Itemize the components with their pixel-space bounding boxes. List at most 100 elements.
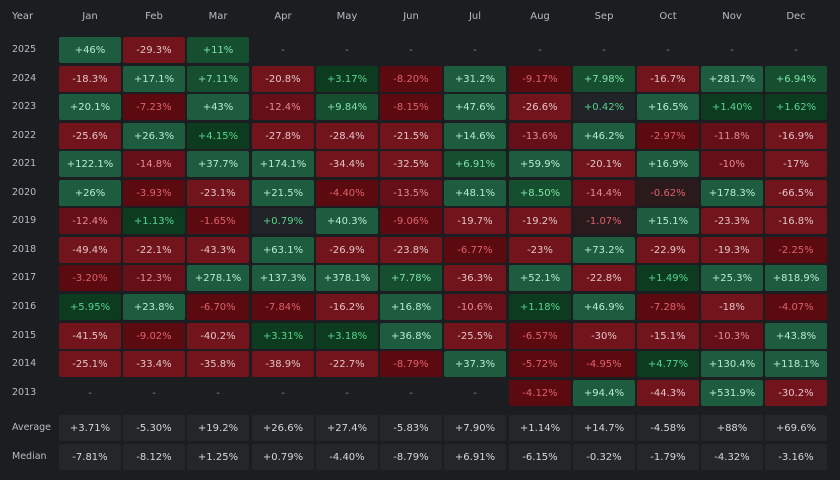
return-cell: -1.65% — [187, 208, 249, 234]
return-cell: +137.3% — [252, 265, 314, 291]
month-header-may: May — [336, 11, 358, 22]
return-cell: +3.31% — [252, 323, 314, 349]
return-cell: -12.4% — [252, 94, 314, 120]
return-cell: -43.3% — [187, 237, 249, 263]
return-cell: -20.8% — [252, 66, 314, 92]
return-cell: +4.77% — [637, 351, 699, 377]
return-cell: - — [794, 44, 798, 56]
return-cell: +46.9% — [573, 294, 635, 320]
return-cell: +36.8% — [380, 323, 442, 349]
return-cell: -4.07% — [765, 294, 827, 320]
return-cell: -8.15% — [380, 94, 442, 120]
return-cell: -9.06% — [380, 208, 442, 234]
return-cell: -26.6% — [509, 94, 571, 120]
return-cell: - — [602, 44, 606, 56]
summary-cell: +69.6% — [765, 415, 827, 441]
return-cell: - — [473, 387, 477, 399]
return-cell: -29.3% — [123, 37, 185, 63]
year-label: 2013 — [12, 387, 37, 398]
summary-cell: -8.79% — [380, 444, 442, 470]
return-cell: -2.25% — [765, 237, 827, 263]
year-label: 2025 — [12, 44, 37, 55]
summary-cell: +14.7% — [573, 415, 635, 441]
return-cell: +0.79% — [252, 208, 314, 234]
return-cell: -66.5% — [765, 180, 827, 206]
return-cell: -2.97% — [637, 123, 699, 149]
return-cell: -40.2% — [187, 323, 249, 349]
year-label: 2021 — [12, 158, 37, 169]
return-cell: - — [88, 387, 92, 399]
year-label: 2022 — [12, 130, 37, 141]
return-cell: -5.72% — [509, 351, 571, 377]
return-cell: +25.3% — [701, 265, 763, 291]
return-cell: -17% — [765, 151, 827, 177]
return-cell: +43.8% — [765, 323, 827, 349]
year-row-2016: 2016 +5.95% +23.8% -6.70% -7.84% -16.2% +16.8%… — [0, 294, 840, 320]
year-label: 2014 — [12, 358, 37, 369]
return-cell: +43% — [187, 94, 249, 120]
return-cell: - — [152, 387, 156, 399]
summary-cell: -5.30% — [123, 415, 185, 441]
return-cell: +46% — [59, 37, 121, 63]
summary-cell: -0.32% — [573, 444, 635, 470]
return-cell: -19.7% — [444, 208, 506, 234]
return-cell: -13.6% — [509, 123, 571, 149]
return-cell: +378.1% — [316, 265, 378, 291]
header-row: Year Jan Feb Mar Apr May Jun Jul Aug Sep… — [0, 0, 840, 26]
return-cell: +47.6% — [444, 94, 506, 120]
return-cell: -8.20% — [380, 66, 442, 92]
return-cell: -0.62% — [637, 180, 699, 206]
return-cell: -22.1% — [123, 237, 185, 263]
year-row-2014: 2014 -25.1% -33.4% -35.8% -38.9% -22.7% -8.79%… — [0, 351, 840, 377]
return-cell: +1.18% — [509, 294, 571, 320]
return-cell: - — [216, 387, 220, 399]
summary-row-median: Median -7.81% -8.12% +1.25% +0.79% -4.40% -8.7… — [0, 444, 840, 470]
return-cell: +73.2% — [573, 237, 635, 263]
return-cell: -1.07% — [573, 208, 635, 234]
return-cell: +16.8% — [380, 294, 442, 320]
summary-row-average: Average +3.71% -5.30% +19.2% +26.6% +27.4% -5.… — [0, 415, 840, 441]
return-cell: -32.5% — [380, 151, 442, 177]
return-cell: - — [409, 387, 413, 399]
return-cell: +818.9% — [765, 265, 827, 291]
return-cell: -30% — [573, 323, 635, 349]
return-cell: - — [409, 44, 413, 56]
return-cell: - — [281, 44, 285, 56]
summary-cell: +88% — [701, 415, 763, 441]
year-row-2025: 2025 +46% -29.3% +11% - - - - - - - - - — [0, 37, 840, 63]
return-cell: -16.7% — [637, 66, 699, 92]
return-cell: -7.84% — [252, 294, 314, 320]
return-cell: -6.57% — [509, 323, 571, 349]
return-cell: -30.2% — [765, 380, 827, 406]
summary-cell: +1.25% — [187, 444, 249, 470]
summary-cell: +6.91% — [444, 444, 506, 470]
return-cell: +59.9% — [509, 151, 571, 177]
return-cell: +3.17% — [316, 66, 378, 92]
return-cell: -4.95% — [573, 351, 635, 377]
return-cell: - — [281, 387, 285, 399]
return-cell: +281.7% — [701, 66, 763, 92]
year-row-2020: 2020 +26% -3.93% -23.1% +21.5% -4.40% -13.5% +4… — [0, 180, 840, 206]
summary-cell: -6.15% — [509, 444, 571, 470]
return-cell: +17.1% — [123, 66, 185, 92]
return-cell: -23.3% — [701, 208, 763, 234]
year-row-2017: 2017 -3.20% -12.3% +278.1% +137.3% +378.1% +7.… — [0, 265, 840, 291]
return-cell: -33.4% — [123, 351, 185, 377]
return-cell: +9.84% — [316, 94, 378, 120]
return-cell: -16.9% — [765, 123, 827, 149]
month-header-sep: Sep — [594, 11, 614, 22]
month-header-jun: Jun — [403, 11, 419, 22]
month-header-nov: Nov — [722, 11, 742, 22]
year-label: 2020 — [12, 187, 37, 198]
return-cell: -6.70% — [187, 294, 249, 320]
return-cell: -16.8% — [765, 208, 827, 234]
return-cell: +178.3% — [701, 180, 763, 206]
return-cell: +26% — [59, 180, 121, 206]
month-header-mar: Mar — [208, 11, 228, 22]
return-cell: +174.1% — [252, 151, 314, 177]
return-cell: -4.12% — [509, 380, 571, 406]
return-cell: +37.3% — [444, 351, 506, 377]
return-cell: -7.28% — [637, 294, 699, 320]
return-cell: +6.91% — [444, 151, 506, 177]
return-cell: -15.1% — [637, 323, 699, 349]
